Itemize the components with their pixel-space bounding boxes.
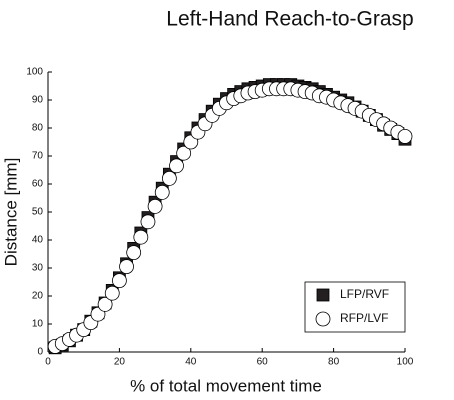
- x-tick-label: 100: [397, 357, 414, 368]
- legend-marker: [315, 311, 331, 327]
- y-axis-label: Distance [mm]: [1, 158, 20, 267]
- legend-label: RFP/LVF: [340, 311, 388, 325]
- y-tick-label: 80: [32, 123, 44, 134]
- marker: [169, 158, 184, 174]
- marker: [119, 259, 134, 275]
- y-tick-label: 20: [32, 291, 44, 302]
- marker: [140, 214, 156, 230]
- x-axis-label: % of total movement time: [130, 376, 322, 395]
- marker: [112, 273, 127, 289]
- x-tick-label: 60: [257, 357, 269, 368]
- y-tick-label: 40: [32, 235, 44, 246]
- marker: [104, 285, 120, 301]
- marker: [154, 184, 170, 200]
- legend-label: LFP/RVF: [340, 287, 389, 301]
- x-tick-label: 0: [45, 357, 51, 368]
- marker: [147, 198, 163, 214]
- marker: [126, 245, 142, 261]
- y-tick-label: 60: [32, 179, 44, 190]
- x-tick-label: 80: [328, 357, 340, 368]
- marker: [97, 296, 113, 312]
- y-tick-label: 0: [37, 347, 43, 358]
- marker: [397, 128, 413, 144]
- y-tick-label: 10: [32, 319, 44, 330]
- y-tick-label: 30: [32, 263, 44, 274]
- marker: [161, 170, 177, 186]
- marker: [133, 229, 149, 245]
- y-tick-label: 70: [32, 151, 44, 162]
- chart-title: Left-Hand Reach-to-Grasp: [166, 8, 413, 31]
- legend-marker: [316, 288, 330, 302]
- x-tick-label: 20: [114, 357, 126, 368]
- marker: [176, 145, 192, 161]
- y-tick-label: 50: [32, 207, 44, 218]
- y-tick-label: 100: [26, 67, 43, 78]
- y-tick-label: 90: [32, 95, 44, 106]
- x-tick-label: 40: [185, 357, 197, 368]
